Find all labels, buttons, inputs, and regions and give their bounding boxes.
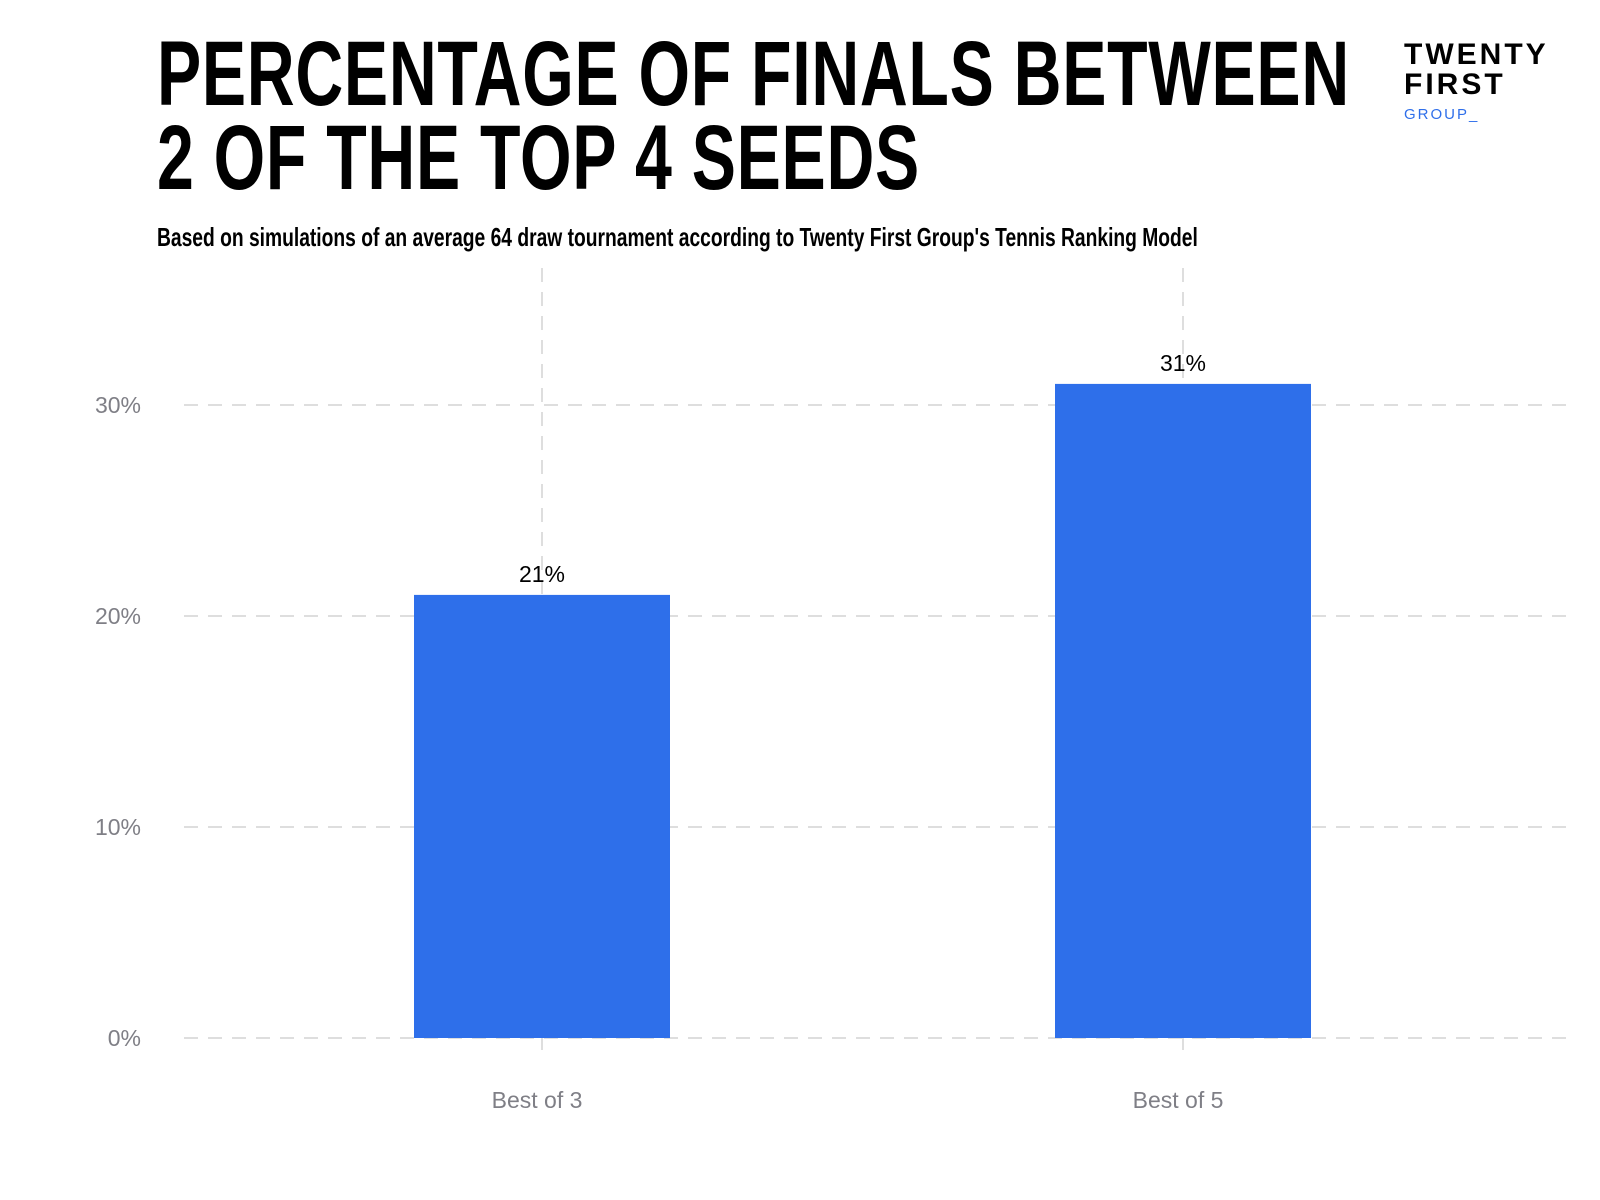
logo-line-3: GROUP_ bbox=[1404, 106, 1480, 123]
title-line-1: PERCENTAGE OF FINALS BETWEEN bbox=[157, 23, 1350, 125]
bar bbox=[414, 594, 670, 1038]
data-label: 21% bbox=[519, 561, 565, 587]
y-tick-label: 30% bbox=[95, 392, 141, 418]
bar bbox=[1055, 383, 1311, 1038]
twenty-first-group-logo: TWENTY FIRST GROUP_ bbox=[1404, 38, 1549, 124]
chart-subtitle: Based on simulations of an average 64 dr… bbox=[157, 222, 1198, 252]
y-tick-label: 20% bbox=[95, 603, 141, 629]
x-tick-label: Best of 3 bbox=[492, 1087, 583, 1113]
y-tick-label: 0% bbox=[108, 1025, 141, 1051]
chart-title: PERCENTAGE OF FINALS BETWEEN 2 OF THE TO… bbox=[157, 23, 1350, 209]
data-label: 31% bbox=[1160, 350, 1206, 376]
x-tick-label: Best of 5 bbox=[1133, 1087, 1224, 1113]
title-line-2: 2 OF THE TOP 4 SEEDS bbox=[157, 107, 920, 209]
logo-line-1: TWENTY bbox=[1404, 38, 1549, 71]
y-tick-label: 10% bbox=[95, 814, 141, 840]
logo-line-2: FIRST bbox=[1404, 68, 1506, 101]
